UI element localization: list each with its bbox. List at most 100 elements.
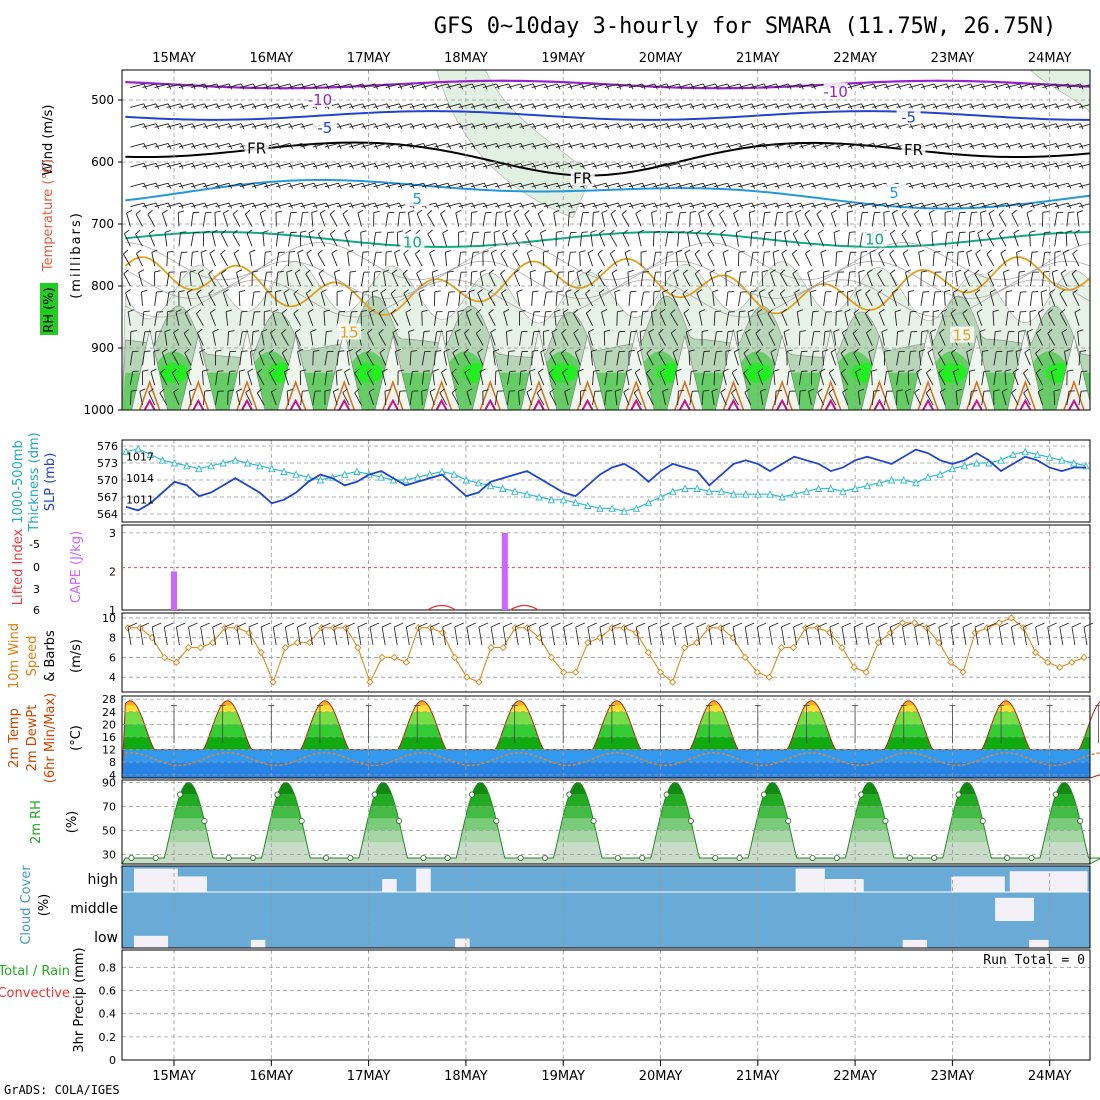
isotherm-minus5 [125,110,1090,121]
thickness-marker [243,458,252,467]
isotherm-25 [241,398,253,410]
wind-barb [531,291,534,306]
wind-barb [774,232,777,247]
wind-barb [653,162,667,168]
wind-barb [969,162,984,168]
wind-barb-flag [715,310,722,313]
wind-barb [512,233,520,247]
wind-barb [652,291,655,306]
wind-barb [173,332,180,346]
wind-barb-flag [865,289,871,294]
wind-barb [762,252,765,267]
wind-barb-flag [259,209,266,214]
wind-barb-flag [672,348,679,353]
wind-barb [164,232,168,247]
wind-barb [580,143,595,148]
wind-barb-flag [937,348,944,354]
wind-barb-flag [295,269,301,274]
wind-barb [142,103,157,108]
wind-barb [568,103,582,108]
wind-barb [336,123,351,128]
wind-barb-flag [265,251,272,253]
wind-barb [1083,626,1088,646]
wind-barb-flag [125,289,131,294]
wind-barb [150,371,156,386]
wind-barb [258,352,265,366]
wind-speed-marker [789,643,798,652]
wind-barb [475,313,484,326]
wind-barb-flag [931,230,938,233]
wind-barb [611,272,618,287]
wind-barb [482,202,497,208]
wind-barb [722,252,727,267]
temp-tick-label: 8 [109,756,116,769]
temp-cold-band [122,762,1090,778]
wind-barb [798,371,802,386]
wind-barb [482,212,486,227]
wind-barb [969,83,984,89]
wind-barb [1066,391,1070,406]
wind-barb [847,143,862,148]
wind-barb [979,331,983,346]
wind-barb-flag [383,269,390,273]
wind-barb-flag [599,229,605,234]
wind-barb [932,103,947,108]
wind-barb [297,351,302,366]
wind-barb-flag [745,328,751,333]
wind-barb [126,212,131,227]
wind-barb-flag [1001,388,1008,392]
wind-barb [701,83,716,89]
wind-barb [361,143,376,148]
thickness-marker [1070,458,1078,467]
wind-barb-flag [246,229,253,234]
wind-barb [196,293,204,307]
cloud-cell [134,935,169,948]
wind-barb-flag [271,388,277,393]
wind-barb [625,371,630,386]
thickness-marker [912,478,920,487]
wind-barb [482,232,486,247]
thickness-marker [766,490,774,498]
wind-barb [422,143,436,148]
wind-barb-flag [141,289,148,293]
wind-barb [986,253,995,267]
wind-barb-flag [941,309,948,313]
wind-barb [537,213,545,227]
wind-barb-flag [757,368,764,373]
wind-barb-flag [451,388,458,394]
wind-barb-flag [269,348,275,354]
wind-barb-flag [849,231,856,233]
wind-barb [872,182,886,188]
wind-barb [288,83,303,89]
wind-barb-flag [408,329,415,333]
wind-barb [495,103,509,108]
thickness-marker [827,484,835,492]
wind-barb [422,83,436,89]
wind-barb-flag [423,370,430,372]
wind-barb [1005,143,1020,148]
wind-barb [762,232,766,247]
wind-barb [444,252,448,267]
thickness-marker [1057,456,1066,464]
wind-barb [1013,232,1019,247]
cloud-cell [177,876,207,892]
wind-barb [1078,163,1090,168]
wind-barb-flag [440,209,446,215]
wind-barb-flag [617,310,624,313]
wind-barb-flag [421,309,428,313]
wind-barb-flag [153,349,160,352]
wind-barb-flag [171,368,178,374]
wind-barb-flag [306,249,312,254]
wind-barb [446,103,461,108]
wind-barb [373,162,388,168]
wind-barb-flag [293,309,299,314]
wind-barb [331,253,338,267]
wind-barb [360,232,362,247]
wind-barb [409,83,424,89]
wind-barb-flag [974,622,985,628]
wind-barb [770,351,776,366]
wind-barb [945,123,959,128]
wind-barb-flag [640,250,648,253]
wind-barb [138,272,143,287]
